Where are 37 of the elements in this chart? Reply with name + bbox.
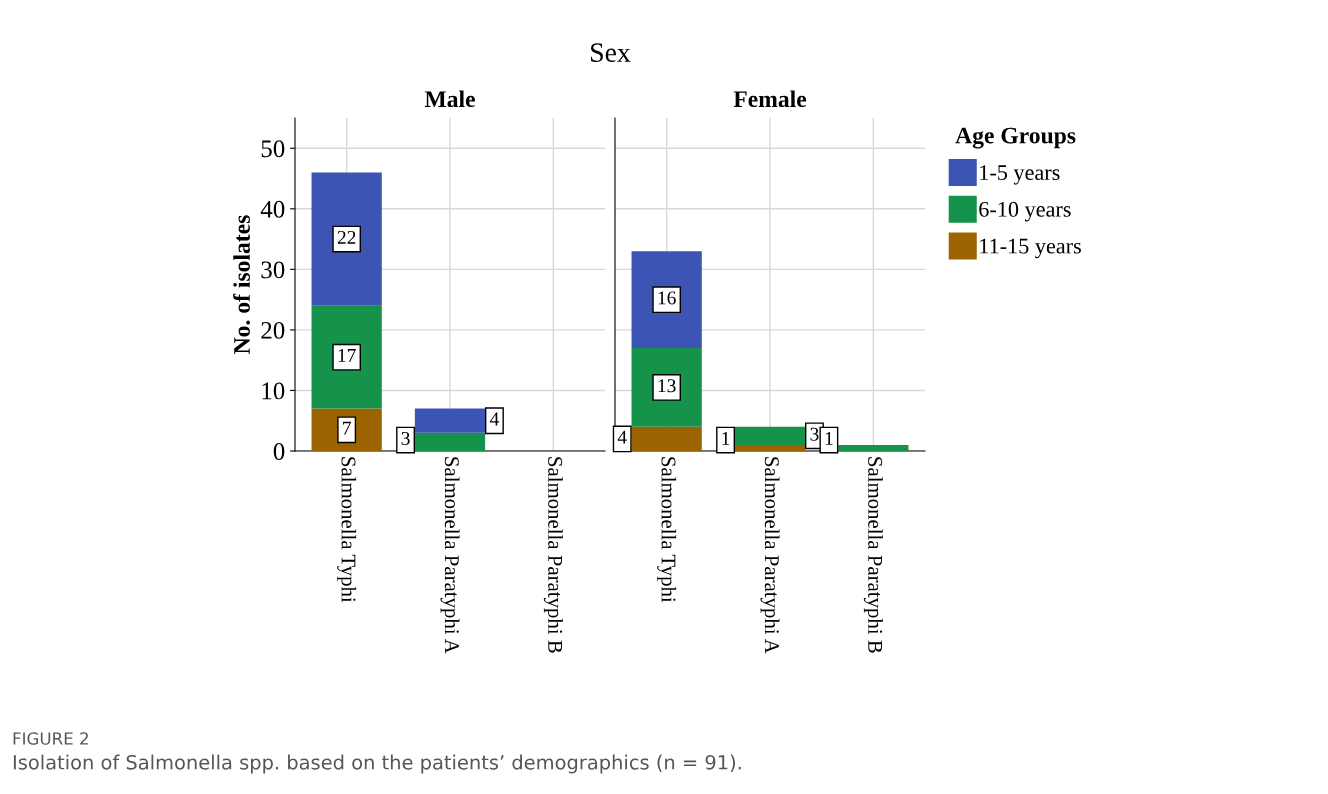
legend-title: Age Groups bbox=[955, 127, 1076, 149]
data-label: 1 bbox=[825, 431, 833, 445]
data-label: 3 bbox=[810, 427, 819, 441]
data-label: 22 bbox=[337, 230, 356, 244]
data-label: 3 bbox=[401, 431, 410, 445]
x-tick-label: Salmonella Paratyphi B bbox=[863, 457, 883, 653]
bar bbox=[311, 305, 382, 409]
data-label: 4 bbox=[489, 412, 499, 426]
y-tick-label: 30 bbox=[261, 261, 285, 279]
chart-title: Female bbox=[733, 90, 807, 108]
y-axis-title: No. of isolates bbox=[233, 215, 251, 354]
chart-title: Male bbox=[424, 90, 475, 108]
data-label: 4 bbox=[617, 430, 627, 444]
data-label: 17 bbox=[338, 348, 356, 362]
text: Isolation of Salmonella spp. based on the patients’ demographics (n = 91). bbox=[13, 754, 741, 774]
data-label: 16 bbox=[658, 291, 676, 305]
y-tick-label: 20 bbox=[261, 321, 285, 339]
data-label: 1 bbox=[722, 431, 730, 445]
x-tick-label: Salmonella Paratyphi A bbox=[440, 457, 460, 654]
data-label: 13 bbox=[658, 379, 676, 393]
text: Sex bbox=[591, 43, 631, 62]
bar bbox=[311, 172, 382, 306]
x-tick-label: Salmonella Typhi bbox=[337, 457, 357, 603]
legend-label: 6-10 years bbox=[979, 201, 1071, 222]
x-tick-label: Salmonella Paratyphi B bbox=[543, 457, 563, 653]
x-tick-label: Salmonella Paratyphi A bbox=[760, 457, 780, 654]
x-tick-label: Salmonella Typhi bbox=[657, 457, 677, 603]
bar bbox=[838, 444, 909, 451]
bar bbox=[734, 444, 806, 451]
y-tick-label: 10 bbox=[262, 382, 285, 400]
legend-label: 11-15 years bbox=[980, 238, 1081, 259]
y-tick-label: 0 bbox=[273, 443, 285, 460]
caption: FIGURE 2 bbox=[13, 732, 88, 745]
legend-label: 1-5 years bbox=[980, 165, 1060, 185]
y-tick-label: 40 bbox=[260, 200, 285, 218]
data-label: 7 bbox=[343, 421, 351, 435]
y-tick-label: 50 bbox=[261, 140, 285, 158]
